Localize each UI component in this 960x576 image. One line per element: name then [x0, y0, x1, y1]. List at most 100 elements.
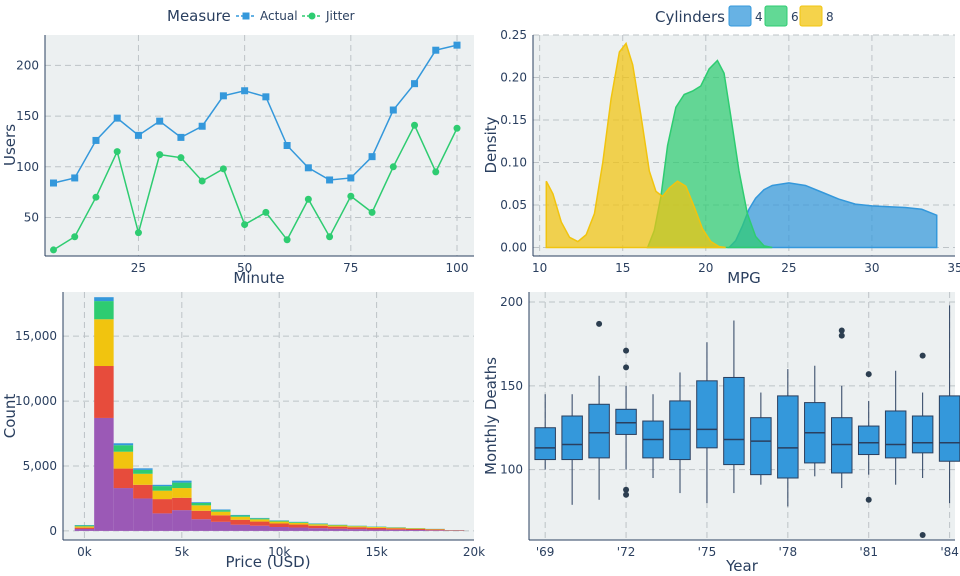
box-year-9[interactable] — [777, 369, 799, 507]
box-outlier-point[interactable] — [596, 320, 603, 327]
histogram-bar-segment[interactable] — [172, 488, 192, 498]
histogram-bar-segment[interactable] — [191, 505, 212, 511]
actual-point[interactable] — [219, 92, 227, 100]
histogram-bar-segment[interactable] — [152, 513, 173, 531]
jitter-point[interactable] — [411, 121, 419, 129]
histogram-bar-segment[interactable] — [152, 486, 173, 491]
histogram-bar-segment[interactable] — [269, 523, 289, 528]
histogram-bar-segment[interactable] — [230, 516, 250, 520]
histogram-bar-segment[interactable] — [386, 527, 406, 529]
actual-point[interactable] — [49, 179, 57, 187]
box-outlier-point[interactable] — [838, 327, 845, 334]
histogram-bar-segment[interactable] — [425, 529, 445, 531]
jitter-point[interactable] — [432, 168, 440, 176]
jitter-point[interactable] — [283, 236, 291, 244]
histogram-bar-segment[interactable] — [152, 490, 173, 500]
box-year-11[interactable] — [831, 327, 853, 489]
histogram-bar-segment[interactable] — [249, 521, 270, 526]
histogram-bar-segment[interactable] — [94, 417, 114, 531]
legend-item-4-cyl[interactable]: 4 — [728, 5, 763, 27]
histogram-bar-segment[interactable] — [94, 319, 114, 367]
histogram-bar-segment[interactable] — [133, 498, 153, 531]
jitter-point[interactable] — [347, 192, 355, 200]
box-outlier-point[interactable] — [865, 371, 872, 378]
legend-item-jitter[interactable]: Jitter — [302, 9, 355, 23]
histogram-bar-segment[interactable] — [269, 527, 289, 531]
jitter-point[interactable] — [453, 124, 461, 132]
histogram-bar-segment[interactable] — [308, 524, 328, 526]
histogram-bar-segment[interactable] — [366, 527, 387, 530]
histogram-bar-segment[interactable] — [191, 502, 212, 506]
box-year-10[interactable] — [804, 365, 826, 477]
histogram-bar-segment[interactable] — [425, 530, 445, 531]
box-outlier-point[interactable] — [838, 332, 845, 339]
box-outlier-point[interactable] — [919, 531, 926, 538]
histogram-bar-segment[interactable] — [308, 525, 328, 529]
legend-item-6-cyl[interactable]: 6 — [764, 5, 799, 27]
histogram-bar-segment[interactable] — [113, 488, 134, 531]
histogram-bar-segment[interactable] — [113, 451, 134, 469]
histogram-bar-segment[interactable] — [230, 515, 250, 517]
histogram-bar-segment[interactable] — [191, 502, 212, 503]
density-area-8-cyl[interactable] — [545, 41, 726, 249]
histogram-bar-segment[interactable] — [191, 510, 212, 520]
jitter-point[interactable] — [156, 151, 164, 159]
histogram-bar-segment[interactable] — [113, 443, 134, 446]
legend-item-8-cyl[interactable]: 8 — [799, 5, 834, 27]
histogram-bar-segment[interactable] — [288, 524, 309, 528]
histogram-bar-segment[interactable] — [133, 473, 153, 485]
jitter-point[interactable] — [219, 165, 227, 173]
box-year-4[interactable] — [642, 394, 664, 478]
actual-point[interactable] — [177, 133, 185, 141]
actual-point[interactable] — [368, 153, 376, 161]
actual-point[interactable] — [453, 41, 461, 49]
histogram-bar-segment[interactable] — [211, 511, 231, 516]
actual-point[interactable] — [326, 176, 334, 184]
jitter-point[interactable] — [92, 193, 100, 201]
actual-point[interactable] — [389, 106, 397, 114]
actual-point[interactable] — [241, 87, 249, 95]
histogram-bar-segment[interactable] — [269, 520, 289, 522]
histogram-bar-segment[interactable] — [327, 526, 348, 529]
histogram-bar-segment[interactable] — [230, 514, 250, 516]
jitter-point[interactable] — [49, 246, 57, 254]
histogram-bar-segment[interactable] — [269, 521, 289, 524]
jitter-point[interactable] — [262, 208, 270, 216]
box-year-5[interactable] — [669, 372, 691, 494]
jitter-point[interactable] — [241, 221, 249, 229]
histogram-bar-segment[interactable] — [288, 522, 309, 523]
actual-point[interactable] — [411, 80, 419, 88]
box-year-1[interactable] — [561, 394, 583, 505]
jitter-point[interactable] — [368, 208, 376, 216]
actual-point[interactable] — [283, 142, 291, 149]
jitter-point[interactable] — [326, 233, 334, 241]
histogram-bar-segment[interactable] — [327, 525, 348, 527]
histogram-bar-segment[interactable] — [133, 484, 153, 499]
histogram-bar-segment[interactable] — [366, 529, 387, 531]
histogram-bar-segment[interactable] — [230, 519, 250, 525]
actual-point[interactable] — [198, 122, 206, 130]
box-year-2[interactable] — [588, 320, 610, 500]
histogram-bar-segment[interactable] — [172, 497, 192, 511]
actual-point[interactable] — [92, 136, 100, 144]
histogram-bar-segment[interactable] — [74, 528, 95, 531]
histogram-bar-segment[interactable] — [172, 480, 192, 483]
histogram-bar-segment[interactable] — [386, 529, 406, 531]
box-year-6[interactable] — [696, 342, 718, 504]
histogram-bar-segment[interactable] — [152, 484, 173, 487]
box-year-14[interactable] — [911, 352, 934, 538]
actual-point[interactable] — [134, 131, 142, 139]
histogram-bar-segment[interactable] — [94, 366, 114, 418]
histogram-bar-segment[interactable] — [172, 482, 192, 489]
histogram-bar-segment[interactable] — [405, 528, 426, 529]
jitter-point[interactable] — [71, 233, 79, 241]
density-area-4-cyl[interactable] — [727, 182, 938, 249]
histogram-bar-segment[interactable] — [288, 527, 309, 531]
box-year-7[interactable] — [723, 320, 745, 494]
histogram-bar-segment[interactable] — [133, 469, 153, 474]
jitter-point[interactable] — [113, 148, 121, 156]
histogram-bar-segment[interactable] — [386, 528, 406, 530]
histogram-bar-segment[interactable] — [113, 468, 134, 489]
histogram-bar-segment[interactable] — [405, 530, 426, 531]
histogram-bar-segment[interactable] — [74, 526, 95, 528]
